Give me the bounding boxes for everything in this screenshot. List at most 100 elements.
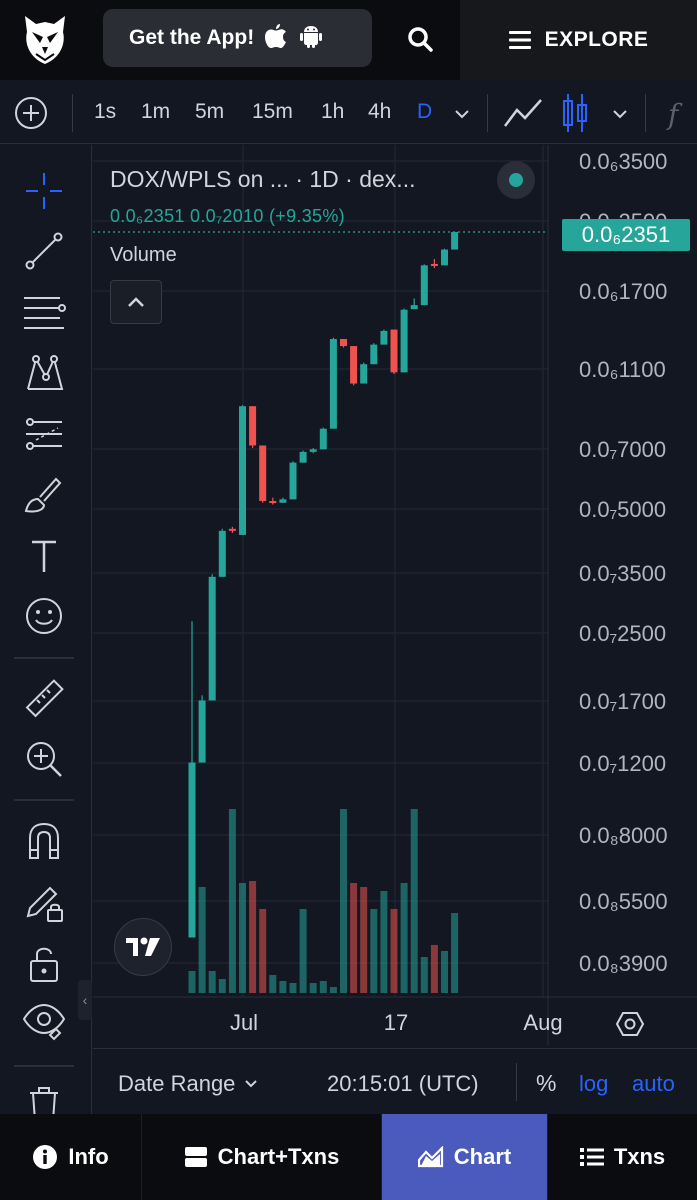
interval-5m[interactable]: 5m: [195, 100, 225, 123]
trend-line-tool[interactable]: [20, 227, 68, 275]
split-layout-icon: [184, 1147, 207, 1167]
log-scale-toggle[interactable]: log: [579, 1071, 609, 1096]
volume-bar: [340, 809, 347, 993]
chart-toolbar: 1s 1m 5m 15m 1h 4h D f: [0, 80, 697, 144]
crosshair-tool[interactable]: [20, 167, 68, 215]
toolbar-divider: [72, 94, 73, 132]
price-axis-label: 0.0₈5500: [579, 889, 668, 914]
interval-d[interactable]: D: [417, 100, 433, 123]
tab-info[interactable]: Info: [0, 1114, 142, 1200]
interval-1m[interactable]: 1m: [141, 100, 171, 123]
candle-body: [259, 445, 267, 502]
volume-bar: [319, 981, 327, 993]
fib-retracement-tool[interactable]: [20, 288, 68, 336]
explore-button[interactable]: EXPLORE: [460, 0, 697, 80]
candle-body: [309, 449, 317, 452]
volume-bar: [309, 983, 317, 993]
percent-scale-toggle[interactable]: %: [536, 1070, 557, 1096]
search-button[interactable]: [395, 14, 445, 64]
info-icon: [33, 1145, 58, 1169]
lock-all-tool[interactable]: [20, 940, 68, 988]
indicators-fx-icon[interactable]: f: [666, 94, 696, 134]
volume-bar: [259, 909, 267, 993]
interval-1s[interactable]: 1s: [94, 100, 117, 123]
trend-line-icon: [25, 232, 63, 270]
candle-body: [218, 530, 226, 577]
tab-txns[interactable]: Txns: [548, 1114, 697, 1200]
candle-body: [380, 330, 388, 345]
candle-body: [208, 576, 216, 701]
volume-bar: [289, 983, 297, 993]
tab-txns-label: Txns: [613, 1144, 666, 1169]
lock-drawings-tool[interactable]: [20, 878, 68, 926]
chart-settings-button[interactable]: [610, 1004, 650, 1044]
tools-divider: [14, 657, 74, 659]
get-app-button[interactable]: Get the App!: [103, 9, 372, 67]
tab-chart-txns[interactable]: Chart+Txns: [142, 1114, 382, 1200]
volume-bar: [390, 909, 398, 993]
volume-bar: [400, 883, 408, 993]
price-axis-label: 0.0₈8000: [579, 823, 668, 848]
chevron-down-icon[interactable]: [611, 108, 629, 120]
svg-text:f: f: [666, 98, 683, 131]
price-axis-label: 0.0₇3500: [579, 561, 666, 586]
tab-chart[interactable]: Chart: [382, 1114, 548, 1200]
magnet-tool[interactable]: [20, 817, 68, 865]
price-chart[interactable]: 0.0₆35000.0₆25000.0₆17000.0₆11000.0₇7000…: [93, 145, 697, 1045]
zoom-in-icon: [27, 742, 62, 777]
interval-1h[interactable]: 1h: [321, 100, 345, 123]
add-circle-icon: [15, 97, 47, 129]
interval-15m[interactable]: 15m: [252, 100, 293, 123]
legend-collapse-button[interactable]: [110, 280, 162, 324]
volume-bar: [198, 887, 206, 993]
chart-legend-title[interactable]: DOX/WPLS on ... · 1D · dex...: [110, 166, 416, 192]
bottom-bar-divider: [516, 1063, 517, 1101]
text-tool[interactable]: [20, 532, 68, 580]
volume-bar: [410, 809, 418, 993]
chevron-down-icon[interactable]: [453, 108, 471, 120]
magnet-icon: [29, 822, 59, 859]
volume-bar: [360, 887, 368, 993]
drawing-tools-sidebar: [0, 145, 92, 1122]
measure-tool[interactable]: [20, 675, 68, 723]
tradingview-logo-icon[interactable]: [114, 918, 172, 976]
list-icon: [579, 1148, 604, 1166]
volume-legend[interactable]: Volume: [110, 244, 177, 266]
forecast-tool[interactable]: [20, 410, 68, 458]
tab-chart-label: Chart: [453, 1144, 512, 1169]
volume-bar: [269, 975, 277, 993]
auto-scale-toggle[interactable]: auto: [632, 1071, 675, 1096]
candle-body: [188, 762, 196, 938]
volume-bar: [208, 971, 216, 993]
volume-bar: [420, 957, 428, 993]
top-nav: Get the App! EXPLORE: [0, 0, 697, 80]
candlestick-icon[interactable]: [560, 92, 590, 134]
add-symbol-button[interactable]: [14, 96, 48, 130]
current-price-tag: 0.0₆2351: [562, 219, 690, 251]
market-status-indicator[interactable]: [497, 161, 535, 199]
owl-logo-icon[interactable]: [22, 14, 68, 66]
android-icon: [298, 23, 324, 54]
line-chart-icon[interactable]: [503, 96, 543, 130]
pattern-tool[interactable]: [20, 349, 68, 397]
utc-clock[interactable]: 20:15:01 (UTC): [327, 1071, 479, 1096]
time-axis-label: 17: [384, 1010, 408, 1035]
interval-4h[interactable]: 4h: [368, 100, 392, 123]
ohlc-values: 0.0₆2351 0.0₇2010 (+9.35%): [110, 206, 345, 226]
emoji-tool[interactable]: [20, 592, 68, 640]
collapse-toolbar-handle[interactable]: ‹: [78, 980, 92, 1020]
hide-drawings-tool[interactable]: [20, 997, 68, 1045]
smiley-icon: [26, 598, 62, 634]
brush-tool[interactable]: [20, 471, 68, 519]
price-axis-label: 0.0₇7000: [579, 437, 666, 462]
apple-icon: [264, 23, 288, 54]
date-range-dropdown[interactable]: Date Range: [118, 1071, 259, 1097]
candle-body: [249, 406, 257, 446]
hamburger-icon: [508, 31, 531, 49]
candle-body: [228, 528, 236, 531]
candle-body: [279, 499, 287, 503]
candle-body: [390, 329, 398, 373]
zoom-in-tool[interactable]: [20, 735, 68, 783]
volume-bar: [370, 909, 378, 993]
candle-body: [350, 346, 358, 384]
